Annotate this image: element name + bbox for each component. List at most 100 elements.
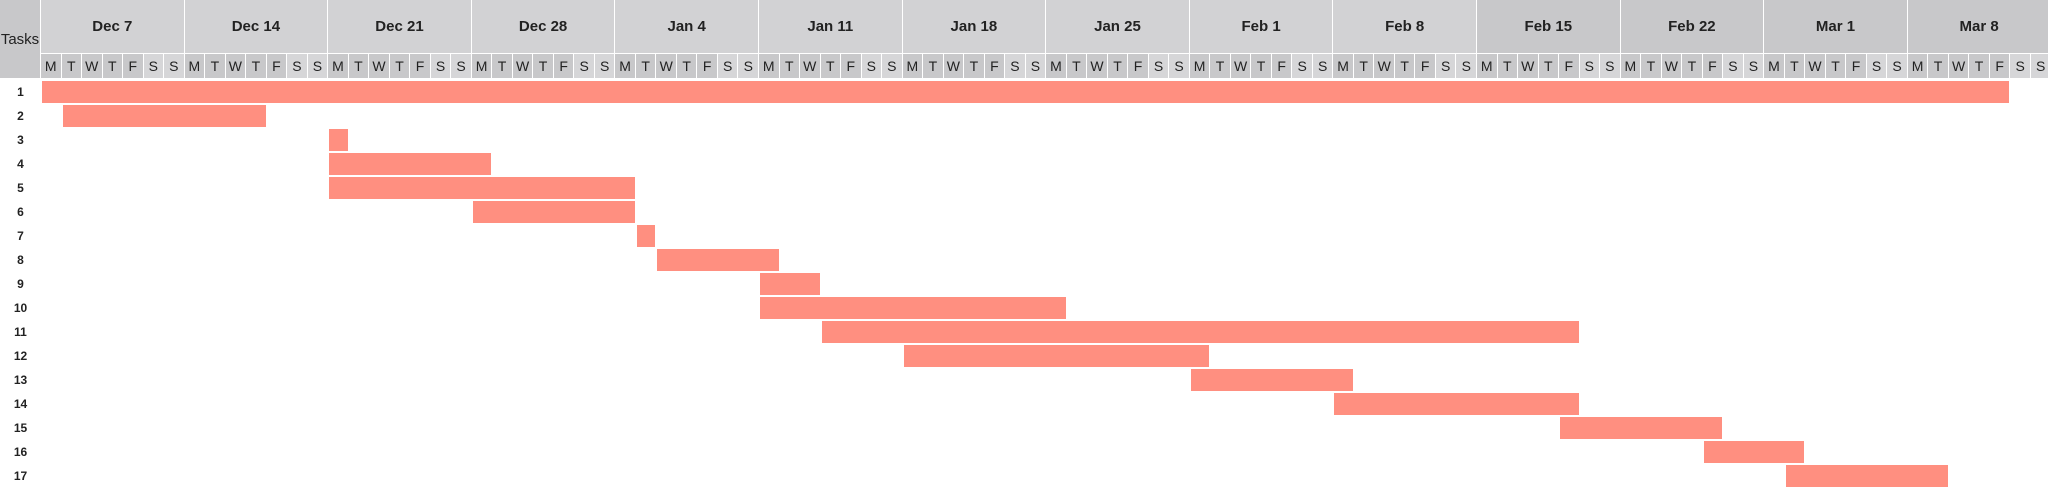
- day-header-cell: S: [862, 54, 883, 78]
- day-header-cell: S: [738, 54, 759, 78]
- day-header-cell: T: [1969, 54, 1990, 78]
- week-header-cell: Mar 8: [1908, 0, 2048, 53]
- day-header-cell: S: [1149, 54, 1170, 78]
- task-bar[interactable]: [473, 201, 635, 223]
- week-header-cell: Jan 4: [615, 0, 759, 53]
- day-header-cell: T: [246, 54, 267, 78]
- day-header-cell: S: [2031, 54, 2048, 78]
- day-header-cell: M: [1046, 54, 1067, 78]
- day-header-cell: S: [574, 54, 595, 78]
- day-header-cell: F: [985, 54, 1006, 78]
- task-bar[interactable]: [822, 321, 1579, 343]
- day-header-cell: F: [1559, 54, 1580, 78]
- day-header-cell: M: [41, 54, 62, 78]
- day-header-cell: T: [492, 54, 513, 78]
- day-header-cell: T: [1682, 54, 1703, 78]
- day-header-cell: T: [1498, 54, 1519, 78]
- day-header-cell: T: [1928, 54, 1949, 78]
- day-header-cell: W: [1662, 54, 1683, 78]
- day-header-cell: F: [1990, 54, 2011, 78]
- task-row-label: 17: [0, 464, 41, 488]
- day-header-cell: S: [431, 54, 452, 78]
- task-row-label: 12: [0, 344, 41, 368]
- day-header-cell: M: [185, 54, 206, 78]
- day-header-cell: T: [1395, 54, 1416, 78]
- day-header-cell: S: [144, 54, 165, 78]
- task-bar[interactable]: [637, 225, 656, 247]
- day-header-cell: T: [1826, 54, 1847, 78]
- day-header-cell: S: [164, 54, 185, 78]
- week-header-cell: Feb 15: [1477, 0, 1621, 53]
- task-row-label: 8: [0, 248, 41, 272]
- day-header-cell: M: [472, 54, 493, 78]
- day-header-cell: S: [451, 54, 472, 78]
- day-header-cell: W: [1231, 54, 1252, 78]
- week-header-cell: Dec 7: [41, 0, 185, 53]
- day-header-cell: S: [1292, 54, 1313, 78]
- day-header-cell: W: [1805, 54, 1826, 78]
- day-header-cell: S: [595, 54, 616, 78]
- day-header-cell: M: [1764, 54, 1785, 78]
- day-header-cell: M: [759, 54, 780, 78]
- task-bar[interactable]: [1786, 465, 1948, 487]
- task-bar[interactable]: [904, 345, 1210, 367]
- day-header-cell: T: [677, 54, 698, 78]
- day-header-cell: M: [1908, 54, 1929, 78]
- task-row-label: 6: [0, 200, 41, 224]
- task-row-label: 14: [0, 392, 41, 416]
- day-header-cell: W: [800, 54, 821, 78]
- day-header-cell: S: [1867, 54, 1888, 78]
- day-header-cell: F: [123, 54, 144, 78]
- day-header-cell: S: [882, 54, 903, 78]
- task-bar[interactable]: [657, 249, 778, 271]
- task-bar[interactable]: [760, 273, 820, 295]
- task-bar[interactable]: [329, 177, 635, 199]
- week-header-cell: Dec 21: [328, 0, 472, 53]
- day-header-cell: S: [1436, 54, 1457, 78]
- task-row-label: 4: [0, 152, 41, 176]
- day-header-cell: T: [1354, 54, 1375, 78]
- day-header-cell: T: [636, 54, 657, 78]
- task-bar[interactable]: [1334, 393, 1578, 415]
- day-header-cell: F: [1703, 54, 1724, 78]
- task-bar[interactable]: [329, 153, 491, 175]
- week-header-cell: Jan 25: [1046, 0, 1190, 53]
- task-bar[interactable]: [760, 297, 1066, 319]
- day-header-cell: S: [1600, 54, 1621, 78]
- task-bar[interactable]: [329, 129, 348, 151]
- week-header-cell: Dec 28: [472, 0, 616, 53]
- day-header-cell: M: [1477, 54, 1498, 78]
- day-header-cell: W: [1087, 54, 1108, 78]
- day-header-cell: M: [1190, 54, 1211, 78]
- task-row-label: 15: [0, 416, 41, 440]
- day-header-cell: S: [308, 54, 329, 78]
- day-header-cell: F: [267, 54, 288, 78]
- day-header-cell: S: [718, 54, 739, 78]
- task-bar[interactable]: [1704, 441, 1805, 463]
- task-row-label: 5: [0, 176, 41, 200]
- task-bar[interactable]: [63, 105, 266, 127]
- day-header-cell: T: [964, 54, 985, 78]
- task-row-label: 1: [0, 80, 41, 104]
- day-header-cell: T: [1641, 54, 1662, 78]
- task-row-label: 11: [0, 320, 41, 344]
- task-row-label: 16: [0, 440, 41, 464]
- day-header-cell: T: [349, 54, 370, 78]
- day-header-cell: W: [226, 54, 247, 78]
- week-header-cell: Mar 1: [1764, 0, 1908, 53]
- day-header-cell: F: [1415, 54, 1436, 78]
- day-header-cell: W: [656, 54, 677, 78]
- week-header-cell: Feb 8: [1333, 0, 1477, 53]
- day-header-cell: M: [615, 54, 636, 78]
- day-header-cell: T: [103, 54, 124, 78]
- day-header-cell: F: [1846, 54, 1867, 78]
- day-header-cell: S: [1313, 54, 1334, 78]
- day-header-cell: S: [1169, 54, 1190, 78]
- task-row-label: 9: [0, 272, 41, 296]
- task-bar[interactable]: [42, 81, 2009, 103]
- task-bar[interactable]: [1560, 417, 1722, 439]
- day-header-cell: T: [1539, 54, 1560, 78]
- task-bar[interactable]: [1191, 369, 1353, 391]
- task-row-label: 3: [0, 128, 41, 152]
